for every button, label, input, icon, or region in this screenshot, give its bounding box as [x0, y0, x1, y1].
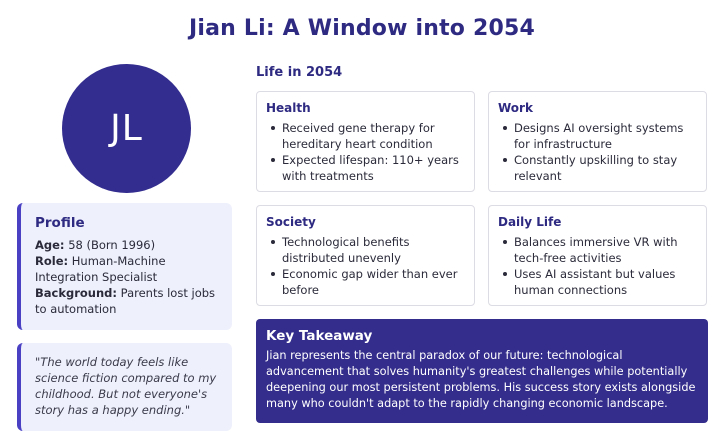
- list-item: Constantly upskilling to stay relevant: [498, 152, 698, 184]
- list-item: Economic gap wider than ever before: [266, 266, 466, 298]
- list-item: Balances immersive VR with tech-free act…: [498, 234, 698, 266]
- work-title: Work: [498, 101, 533, 115]
- role-label: Role:: [35, 254, 69, 268]
- society-list: Technological benefits distributed uneve…: [266, 234, 466, 298]
- work-list: Designs AI oversight systems for infrast…: [498, 120, 698, 184]
- profile-role: Role: Human-Machine Integration Speciali…: [35, 253, 220, 285]
- list-item: Received gene therapy for hereditary hea…: [266, 120, 466, 152]
- age-value: 58 (Born 1996): [68, 238, 156, 252]
- role-value: Human-Machine Integration Specialist: [35, 254, 166, 284]
- background-label: Background:: [35, 286, 117, 300]
- health-title: Health: [266, 101, 311, 115]
- page-title: Jian Li: A Window into 2054: [188, 16, 536, 41]
- health-list: Received gene therapy for hereditary hea…: [266, 120, 466, 184]
- takeaway-text: Jian represents the central paradox of o…: [266, 349, 696, 410]
- profile-background: Background: Parents lost jobs to automat…: [35, 285, 220, 317]
- list-item: Technological benefits distributed uneve…: [266, 234, 466, 266]
- daily-life-title: Daily Life: [498, 215, 562, 229]
- profile-card: Profile Age: 58 (Born 1996) Role: Human-…: [17, 203, 232, 330]
- work-box: Work Designs AI oversight systems for in…: [488, 91, 707, 192]
- list-item: Designs AI oversight systems for infrast…: [498, 120, 698, 152]
- list-item: Expected lifespan: 110+ years with treat…: [266, 152, 466, 184]
- daily-life-list: Balances immersive VR with tech-free act…: [498, 234, 698, 298]
- takeaway-heading: Key Takeaway: [266, 328, 373, 344]
- daily-life-box: Daily Life Balances immersive VR with te…: [488, 205, 707, 306]
- society-title: Society: [266, 215, 316, 229]
- key-takeaway-card: Key Takeaway Jian represents the central…: [256, 319, 708, 423]
- society-box: Society Technological benefits distribut…: [256, 205, 475, 306]
- profile-age: Age: 58 (Born 1996): [35, 237, 220, 253]
- avatar-initials: JL: [110, 108, 143, 149]
- age-label: Age:: [35, 238, 65, 252]
- health-box: Health Received gene therapy for heredit…: [256, 91, 475, 192]
- list-item: Uses AI assistant but values human conne…: [498, 266, 698, 298]
- profile-heading: Profile: [35, 215, 85, 231]
- avatar: JL: [62, 64, 191, 193]
- background-value: Parents lost jobs to automation: [35, 286, 216, 316]
- quote-text: "The world today feels like science fict…: [35, 355, 217, 417]
- quote-card: "The world today feels like science fict…: [17, 343, 232, 431]
- life-heading: Life in 2054: [256, 65, 343, 80]
